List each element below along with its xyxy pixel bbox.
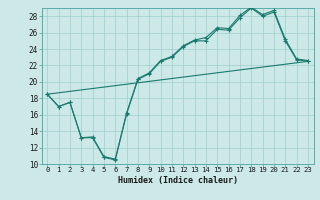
X-axis label: Humidex (Indice chaleur): Humidex (Indice chaleur) [118, 176, 237, 185]
